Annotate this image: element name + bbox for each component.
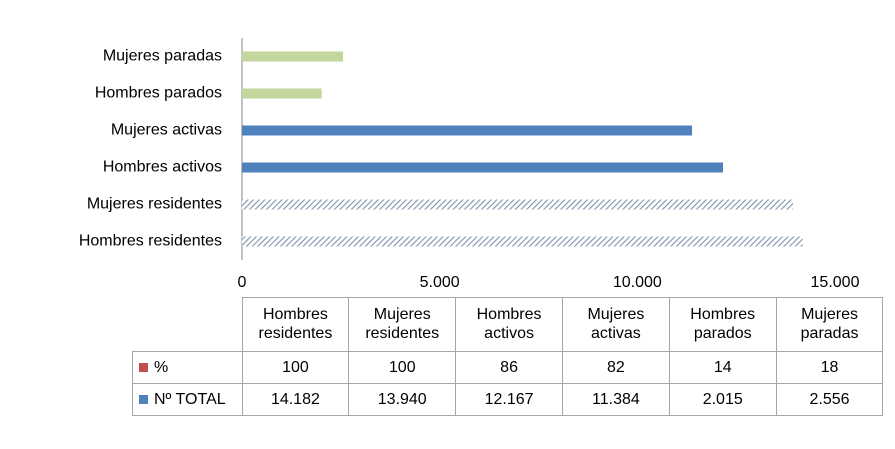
bar (242, 162, 724, 173)
data-table: Hombres residentes Mujeres residentes Homb… (132, 297, 884, 416)
bar (242, 199, 794, 210)
bar (242, 125, 693, 136)
table-value-cell: 13.940 (348, 382, 457, 416)
table-value-cell: 2.015 (668, 382, 777, 416)
table-header-cell: Hombres parados (668, 297, 777, 352)
bar (242, 236, 803, 247)
y-tick-label: Mujeres residentes (87, 196, 222, 213)
table-value-cell: 82 (561, 350, 670, 384)
table-header-cell: Hombres activos (455, 297, 563, 352)
table-header-cell: Hombres residentes (241, 297, 350, 352)
table-value-cell: 11.384 (561, 382, 670, 416)
y-tick-label: Hombres parados (95, 85, 222, 102)
table-value-cell: 18 (775, 350, 884, 384)
table-corner (132, 297, 243, 352)
table-header-cell: Mujeres paradas (775, 297, 884, 352)
table-value-cell: 14 (668, 350, 777, 384)
y-tick-label: Hombres residentes (79, 233, 222, 250)
table-value-cell: 14.182 (241, 382, 350, 416)
table-value-cell: 86 (455, 350, 563, 384)
table-row: % 100 100 86 82 14 18 (132, 350, 884, 384)
x-tick-label: 10.000 (613, 274, 662, 291)
x-tick-label: 0 (238, 274, 247, 291)
table-header-cell: Mujeres activas (561, 297, 670, 352)
table-header-row: Hombres residentes Mujeres residentes Homb… (132, 297, 884, 352)
legend-key (139, 362, 148, 372)
y-tick-label: Mujeres activas (111, 122, 222, 139)
legend-label: Nº TOTAL (154, 390, 226, 408)
table-value-cell: 2.556 (775, 382, 884, 416)
table-legend-cell: Nº TOTAL (132, 382, 243, 416)
x-tick-label: 15.000 (811, 274, 860, 291)
table-value-cell: 12.167 (455, 382, 563, 416)
legend-label: % (154, 358, 169, 376)
legend-key (139, 394, 148, 404)
table-header-cell: Mujeres residentes (348, 297, 457, 352)
bar (242, 51, 344, 62)
table-value-cell: 100 (241, 350, 350, 384)
y-tick-label: Hombres activos (103, 159, 222, 176)
bar (242, 88, 322, 99)
table-row: Nº TOTAL 14.182 13.940 12.167 11.384 2.015 2.5… (132, 382, 884, 416)
table-value-cell: 100 (348, 350, 457, 384)
table-legend-cell: % (132, 350, 243, 384)
x-tick-label: 5.000 (420, 274, 460, 291)
y-tick-label: Mujeres paradas (103, 48, 222, 65)
